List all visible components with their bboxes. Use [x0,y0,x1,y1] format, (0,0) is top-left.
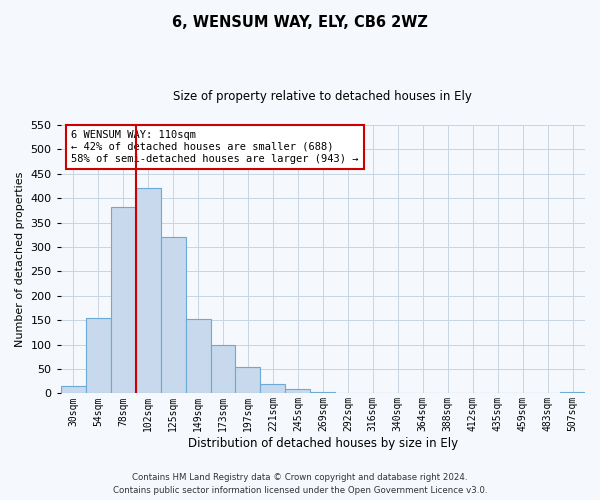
Title: Size of property relative to detached houses in Ely: Size of property relative to detached ho… [173,90,472,103]
Y-axis label: Number of detached properties: Number of detached properties [15,172,25,347]
Bar [136,188,161,394]
Text: 6 WENSUM WAY: 110sqm
← 42% of detached houses are smaller (688)
58% of semi-deta: 6 WENSUM WAY: 110sqm ← 42% of detached h… [71,130,359,164]
Bar [260,384,286,394]
Bar [110,207,136,394]
Bar [286,388,310,394]
Text: 6, WENSUM WAY, ELY, CB6 2WZ: 6, WENSUM WAY, ELY, CB6 2WZ [172,15,428,30]
Bar [161,237,185,394]
Bar [310,392,335,394]
Bar [86,318,110,394]
Text: Contains HM Land Registry data © Crown copyright and database right 2024.
Contai: Contains HM Land Registry data © Crown c… [113,473,487,495]
Bar [185,318,211,394]
Bar [61,386,86,394]
Bar [211,344,235,394]
X-axis label: Distribution of detached houses by size in Ely: Distribution of detached houses by size … [188,437,458,450]
Bar [235,366,260,394]
Bar [560,392,585,394]
